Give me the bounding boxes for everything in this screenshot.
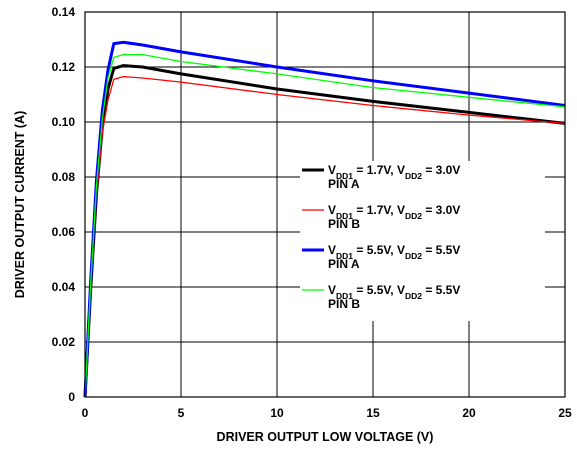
x-tick-label: 10 bbox=[270, 406, 284, 420]
y-tick-label: 0.12 bbox=[52, 60, 76, 74]
legend-pin-label: PIN A bbox=[328, 257, 360, 271]
y-axis-ticks: 0 0.02 0.04 0.06 0.08 0.10 0.12 0.14 bbox=[52, 5, 76, 404]
series-line-4 bbox=[84, 53, 566, 398]
legend-pin-label: PIN A bbox=[328, 177, 360, 191]
x-tick-label: 15 bbox=[366, 406, 380, 420]
y-tick-label: 0.10 bbox=[52, 115, 76, 129]
y-tick-label: 0.06 bbox=[52, 225, 76, 239]
legend-label: VDD1 = 1.7V, VDD2 = 3.0V bbox=[328, 203, 460, 221]
x-tick-label: 5 bbox=[178, 406, 185, 420]
legend-pin-label: PIN B bbox=[328, 297, 360, 311]
y-tick-label: 0.02 bbox=[52, 335, 76, 349]
y-tick-label: 0 bbox=[68, 390, 75, 404]
series-lines bbox=[83, 40, 566, 398]
legend-label: VDD1 = 1.7V, VDD2 = 3.0V bbox=[328, 163, 460, 181]
plot-frame bbox=[84, 11, 566, 398]
y-tick-label: 0.08 bbox=[52, 170, 76, 184]
y-tick-label: 0.14 bbox=[52, 5, 76, 19]
x-axis-title: DRIVER OUTPUT LOW VOLTAGE (V) bbox=[217, 430, 434, 444]
x-tick-label: 0 bbox=[82, 406, 89, 420]
y-tick-label: 0.04 bbox=[52, 280, 76, 294]
y-axis-title: DRIVER OUTPUT CURRENT (A) bbox=[13, 111, 27, 299]
legend-label: VDD1 = 5.5V, VDD2 = 5.5V bbox=[328, 283, 460, 301]
legend-background bbox=[300, 161, 545, 321]
legend-label: VDD1 = 5.5V, VDD2 = 5.5V bbox=[328, 243, 460, 261]
x-tick-label: 20 bbox=[462, 406, 476, 420]
legend-pin-label: PIN B bbox=[328, 217, 360, 231]
x-tick-label: 25 bbox=[558, 406, 572, 420]
x-axis-ticks: 0 5 10 15 20 25 bbox=[82, 406, 572, 420]
